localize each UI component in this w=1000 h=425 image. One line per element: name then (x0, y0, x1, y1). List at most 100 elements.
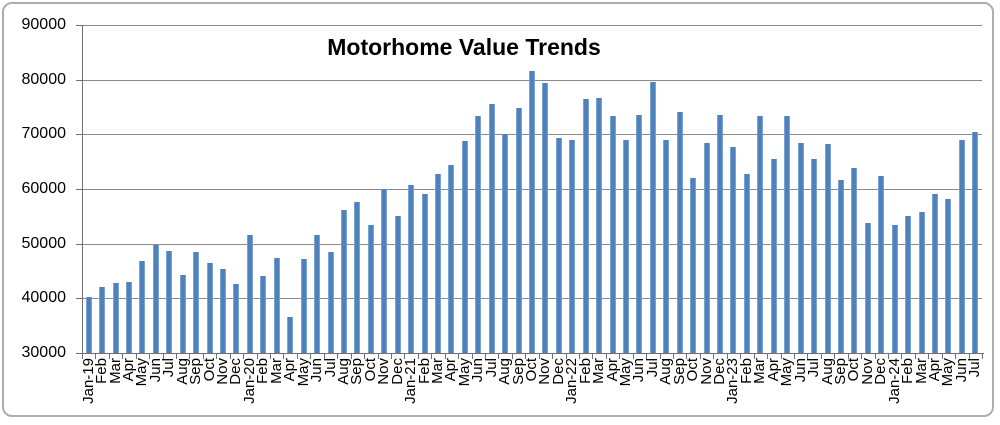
x-axis-tick (296, 354, 298, 359)
x-axis-tick (162, 354, 164, 359)
bar (340, 210, 347, 353)
x-axis-tick (847, 354, 849, 359)
bar (676, 112, 683, 353)
x-axis-tick (471, 354, 473, 359)
bar (529, 71, 535, 353)
x-axis-tick (458, 354, 460, 359)
bar (126, 282, 132, 353)
bar (837, 180, 844, 353)
bar (757, 116, 764, 353)
bar (851, 168, 858, 353)
x-axis-tick (740, 354, 742, 359)
bar (636, 115, 643, 353)
x-axis-tick (619, 354, 621, 359)
x-axis-tick (793, 354, 795, 359)
bar (220, 269, 227, 353)
bar (152, 245, 159, 353)
x-axis-tick (404, 354, 406, 359)
x-axis-tick (726, 354, 728, 359)
bar (649, 82, 656, 353)
bar (824, 144, 831, 353)
x-axis-tick (780, 354, 782, 359)
y-axis-tick (76, 25, 82, 26)
bar (717, 115, 724, 353)
x-axis-tick (377, 354, 379, 359)
bar (542, 83, 549, 353)
y-axis-tick (76, 298, 82, 299)
bar (905, 216, 912, 353)
x-axis-tick (686, 354, 688, 359)
x-axis-tick (699, 354, 701, 359)
x-axis-tick (149, 354, 151, 359)
bar (770, 159, 777, 353)
bar (475, 116, 482, 353)
bar (260, 276, 267, 353)
y-tick-label: 50000 (21, 235, 67, 252)
x-axis-tick (122, 354, 124, 359)
x-axis-tick (928, 354, 930, 359)
bar (958, 140, 965, 353)
x-axis-tick (646, 354, 648, 359)
x-axis-tick (229, 354, 231, 359)
x-axis-tick (592, 354, 594, 359)
y-axis-tick (76, 134, 82, 135)
bar (354, 202, 361, 353)
x-axis-tick (256, 354, 258, 359)
bar (434, 174, 441, 353)
y-tick-label: 30000 (21, 344, 67, 361)
x-axis-tick (176, 354, 178, 359)
bar (623, 140, 630, 353)
bar (703, 143, 710, 353)
bar (273, 258, 280, 353)
x-axis-tick (673, 354, 675, 359)
x-axis-tick (968, 354, 970, 359)
bar (287, 317, 294, 353)
x-axis-tick (659, 354, 661, 359)
x-axis-tick (511, 354, 513, 359)
x-axis-tick (484, 354, 486, 359)
y-axis-tick (76, 244, 82, 245)
bar (784, 116, 791, 353)
bar (515, 108, 522, 353)
bar (918, 212, 925, 353)
bar (488, 104, 495, 353)
x-axis-tick (820, 354, 822, 359)
x-axis-tick (310, 354, 312, 359)
bar (972, 132, 979, 353)
x-axis-tick (941, 354, 943, 359)
y-axis-line (82, 25, 83, 354)
x-axis-tick (337, 354, 339, 359)
x-axis-tick (283, 354, 285, 359)
x-axis-tick (887, 354, 889, 359)
x-axis-tick (632, 354, 634, 359)
y-tick-label: 90000 (21, 16, 67, 33)
bar (864, 223, 871, 353)
x-axis-tick (350, 354, 352, 359)
bar (730, 147, 737, 353)
bar (555, 138, 562, 353)
x-axis-tick (565, 354, 567, 359)
bar (502, 134, 509, 353)
x-axis-tick (552, 354, 554, 359)
x-axis-tick (431, 354, 433, 359)
bar (408, 185, 415, 353)
x-axis-tick (605, 354, 607, 359)
x-axis-tick (834, 354, 836, 359)
y-tick-label: 60000 (21, 180, 67, 197)
bar (246, 235, 253, 353)
y-axis-tick (76, 80, 82, 81)
chart-title: Motorhome Value Trends (327, 34, 601, 60)
x-axis-tick (216, 354, 218, 359)
x-axis-tick (135, 354, 137, 359)
x-axis-tick (417, 354, 419, 359)
bar (931, 194, 938, 353)
x-axis-tick (767, 354, 769, 359)
bar (233, 284, 240, 353)
x-axis-tick (82, 354, 83, 359)
bar (381, 189, 388, 353)
x-axis-tick (861, 354, 863, 359)
bar (300, 259, 307, 353)
x-axis-tick (390, 354, 392, 359)
bar (596, 98, 603, 353)
x-axis-tick (189, 354, 191, 359)
